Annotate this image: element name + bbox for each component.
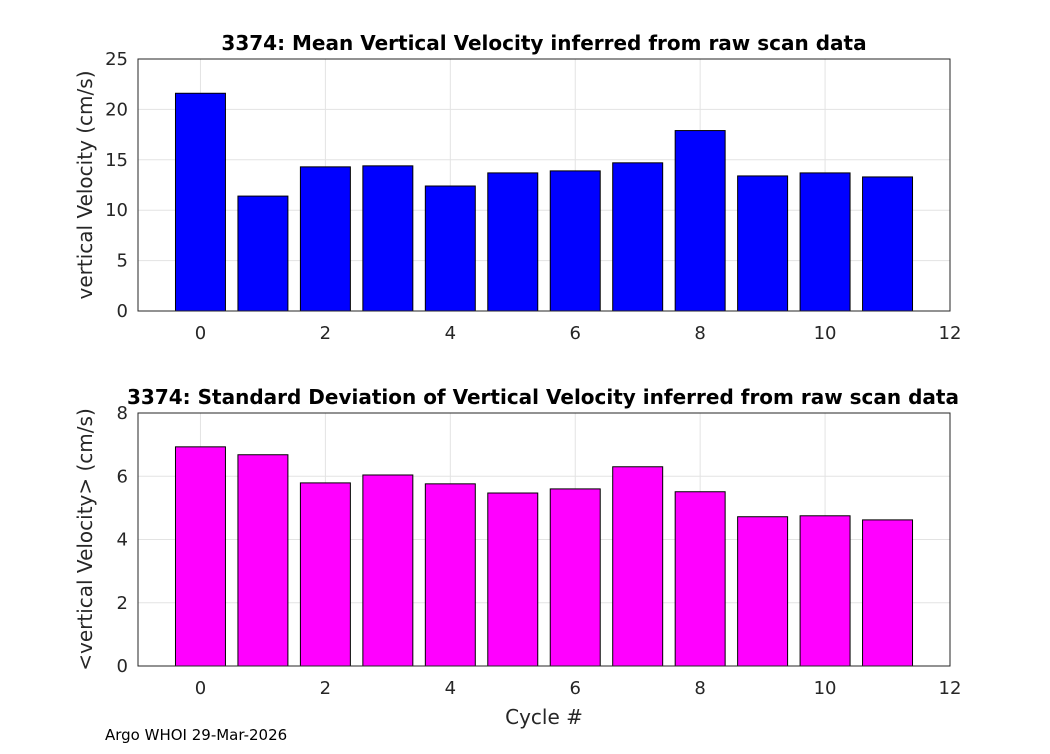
- bar: [862, 176, 914, 312]
- bar: [424, 185, 476, 312]
- bar: [612, 466, 664, 667]
- bar: [299, 482, 351, 667]
- axes-box: [137, 412, 951, 667]
- x-tick-label: 10: [814, 678, 837, 699]
- x-tick-label: 8: [694, 323, 705, 344]
- bar: [487, 172, 539, 312]
- chart-title: 3374: Standard Deviation of Vertical Vel…: [127, 385, 959, 409]
- axes-box: [137, 58, 951, 312]
- bar: [799, 515, 851, 667]
- y-tick-label: 25: [105, 49, 128, 70]
- bar: [737, 516, 789, 667]
- bar: [237, 195, 289, 312]
- bar: [174, 446, 226, 667]
- x-tick-label: 12: [939, 678, 962, 699]
- y-tick-label: 10: [105, 200, 128, 221]
- y-tick-label: 0: [117, 301, 128, 322]
- x-tick-label: 6: [570, 678, 581, 699]
- x-tick-label: 2: [320, 323, 331, 344]
- bar: [487, 492, 539, 667]
- bar: [674, 491, 726, 667]
- bar: [674, 130, 726, 312]
- x-tick-label: 0: [195, 323, 206, 344]
- y-tick-label: 5: [117, 251, 128, 272]
- footer-text: Argo WHOI 29-Mar-2026: [105, 726, 288, 744]
- x-tick-label: 4: [445, 323, 456, 344]
- bar: [174, 92, 226, 312]
- y-tick-label: 4: [117, 530, 128, 551]
- x-tick-label: 4: [445, 678, 456, 699]
- y-axis-label: <vertical Velocity> (cm/s): [73, 408, 97, 671]
- x-tick-label: 2: [320, 678, 331, 699]
- bar: [362, 165, 414, 312]
- bar: [362, 474, 414, 667]
- bar: [549, 170, 601, 312]
- y-tick-label: 6: [117, 466, 128, 487]
- y-tick-label: 15: [105, 150, 128, 171]
- bar: [424, 483, 476, 667]
- x-axis-label: Cycle #: [505, 705, 583, 729]
- bar: [237, 454, 289, 667]
- y-axis-label: vertical Velocity (cm/s): [73, 71, 97, 300]
- bar: [299, 166, 351, 312]
- y-tick-label: 8: [117, 403, 128, 424]
- bar: [799, 172, 851, 312]
- bar: [612, 162, 664, 312]
- y-tick-label: 2: [117, 593, 128, 614]
- x-tick-label: 12: [939, 323, 962, 344]
- y-tick-label: 0: [117, 656, 128, 677]
- x-tick-label: 6: [570, 323, 581, 344]
- bar: [737, 175, 789, 312]
- x-tick-label: 10: [814, 323, 837, 344]
- bar: [549, 488, 601, 667]
- y-tick-label: 20: [105, 99, 128, 120]
- bar: [862, 519, 914, 667]
- x-tick-label: 8: [694, 678, 705, 699]
- x-tick-label: 0: [195, 678, 206, 699]
- chart-title: 3374: Mean Vertical Velocity inferred fr…: [221, 31, 866, 55]
